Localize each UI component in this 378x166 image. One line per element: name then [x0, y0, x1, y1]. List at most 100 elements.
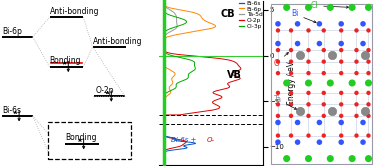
Point — [297, 54, 303, 56]
Point — [360, 42, 366, 45]
Point — [275, 60, 281, 63]
Text: Ta: Ta — [274, 95, 297, 109]
Point — [353, 29, 359, 32]
Point — [275, 29, 281, 32]
Point — [338, 29, 344, 32]
Point — [294, 42, 301, 45]
Point — [360, 23, 366, 25]
Point — [366, 157, 372, 160]
Text: Bi-6s: Bi-6s — [2, 106, 21, 115]
Point — [338, 49, 344, 51]
Point — [366, 134, 372, 137]
Point — [338, 60, 344, 63]
Point — [327, 6, 333, 9]
Point — [294, 121, 301, 124]
Point — [338, 115, 344, 117]
Point — [338, 121, 344, 124]
Point — [316, 141, 322, 143]
Point — [366, 72, 372, 75]
Point — [316, 23, 322, 25]
Point — [305, 157, 311, 160]
Point — [349, 6, 355, 9]
Point — [305, 91, 311, 94]
Point — [275, 42, 281, 45]
Point — [349, 82, 355, 84]
Point — [360, 141, 366, 143]
Point — [321, 72, 327, 75]
Text: O-2p: O-2p — [96, 86, 114, 95]
Text: Anti-bonding: Anti-bonding — [93, 37, 142, 45]
Point — [338, 103, 344, 106]
Point — [330, 54, 336, 56]
Point — [353, 115, 359, 117]
Point — [353, 60, 359, 63]
Point — [366, 29, 372, 32]
Point — [305, 103, 311, 106]
Point — [288, 49, 294, 51]
Point — [305, 60, 311, 63]
Point — [321, 60, 327, 63]
Point — [321, 29, 327, 32]
Point — [275, 115, 281, 117]
Point — [275, 134, 281, 137]
Point — [275, 103, 281, 106]
Point — [275, 91, 281, 94]
Point — [353, 91, 359, 94]
Point — [353, 49, 359, 51]
Point — [366, 6, 372, 9]
Point — [288, 134, 294, 137]
Point — [305, 29, 311, 32]
Point — [338, 91, 344, 94]
Point — [294, 141, 301, 143]
Point — [321, 115, 327, 117]
Point — [349, 157, 355, 160]
Point — [366, 49, 372, 51]
Text: Cl: Cl — [311, 1, 349, 10]
Text: Bi-6s +: Bi-6s + — [170, 137, 198, 143]
Point — [366, 60, 372, 63]
Point — [327, 82, 333, 84]
Point — [338, 42, 344, 45]
Point — [297, 110, 303, 112]
Point — [338, 141, 344, 143]
Point — [305, 72, 311, 75]
Text: Bi: Bi — [291, 9, 316, 23]
Point — [362, 110, 368, 112]
Point — [275, 23, 281, 25]
Point — [284, 6, 290, 9]
Point — [327, 157, 333, 160]
Point — [294, 23, 301, 25]
Point — [275, 49, 281, 51]
Point — [366, 115, 372, 117]
Point — [275, 72, 281, 75]
Point — [338, 134, 344, 137]
Text: O: O — [274, 52, 288, 68]
Point — [330, 110, 336, 112]
Point — [288, 60, 294, 63]
Point — [366, 103, 372, 106]
Text: CB: CB — [220, 9, 235, 19]
Point — [360, 121, 366, 124]
Point — [353, 72, 359, 75]
Point — [321, 49, 327, 51]
Point — [288, 72, 294, 75]
Point — [305, 82, 311, 84]
Point — [305, 115, 311, 117]
Point — [353, 103, 359, 106]
Point — [288, 103, 294, 106]
Point — [284, 157, 290, 160]
Point — [316, 121, 322, 124]
Text: VB: VB — [228, 70, 242, 81]
Point — [305, 134, 311, 137]
Point — [305, 6, 311, 9]
Point — [366, 91, 372, 94]
Point — [338, 72, 344, 75]
Point — [338, 23, 344, 25]
Text: O-: O- — [206, 137, 214, 143]
Point — [321, 103, 327, 106]
Point — [362, 54, 368, 56]
Point — [284, 82, 290, 84]
Text: Bonding: Bonding — [50, 56, 81, 65]
Point — [316, 42, 322, 45]
Point — [288, 91, 294, 94]
